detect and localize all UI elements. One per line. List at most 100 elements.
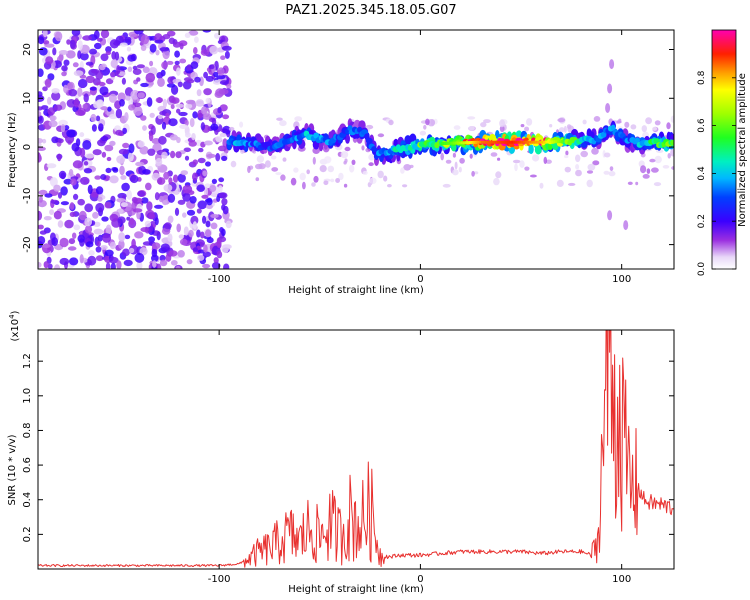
spectrogram-noise-blob [221, 45, 232, 51]
spectrogram-ridge-core [498, 140, 502, 144]
spectrogram-faint-blob [344, 146, 351, 152]
spectrogram-faint-blob [514, 163, 518, 172]
spectrogram-noise-blob [38, 68, 44, 77]
spectrogram-noise-blob [163, 171, 170, 180]
spectrogram-noise-blob [195, 100, 205, 107]
spectrogram-ridge-core [452, 141, 455, 145]
spectrogram-faint-blob [279, 120, 287, 127]
spectrogram-noise-blob [72, 160, 83, 169]
spectrogram-noise-blob [220, 55, 226, 60]
spectrogram-noise-blob [183, 147, 191, 153]
spectrogram-noise-blob [222, 125, 231, 135]
spectrogram-noise-blob [105, 167, 112, 174]
spectrogram-noise-blob [208, 64, 215, 70]
spectrogram-noise-blob [116, 155, 126, 164]
spectrogram-noise-blob [38, 189, 48, 196]
spectrogram-noise-blob [186, 259, 193, 265]
spectrogram-noise-blob [149, 112, 155, 118]
spectrogram-noise-blob [192, 172, 198, 181]
spectrogram-noise-blob [69, 257, 79, 266]
spectrogram-noise-blob [50, 199, 59, 204]
spectrogram-noise-blob [184, 119, 189, 127]
spectrogram-noise-blob [226, 84, 232, 89]
spectrogram-noise-blob [71, 142, 80, 152]
spectrogram-faint-blob [458, 166, 462, 173]
spectrogram-noise-blob [156, 72, 164, 79]
spectrogram-noise-blob [59, 237, 69, 248]
spectrogram-noise-blob [122, 127, 127, 135]
spectrogram-faint-blob [323, 180, 329, 186]
spectrogram-ridge-core [476, 140, 479, 144]
spectrogram-noise-blob [95, 246, 102, 253]
spectrogram-noise-blob [122, 248, 130, 257]
spectrogram-noise-blob [202, 251, 211, 258]
spectrogram-noise-blob [142, 66, 150, 74]
spectrogram-noise-blob [51, 91, 61, 101]
spectrogram-noise-blob [121, 182, 130, 192]
colorbar: 0.0 0.2 0.4 0.6 0.8 Normalized spectral ampl… [697, 29, 748, 276]
spectrogram-noise-blob [77, 234, 85, 243]
snr-frame [37, 329, 675, 570]
spectrogram-ridge-blob [345, 133, 350, 144]
spectrogram-faint-blob [564, 166, 571, 173]
spectrogram-faint-blob [630, 124, 637, 130]
spectrogram-noise-blob [107, 106, 112, 112]
spectrogram-noise-blob [72, 62, 79, 68]
spectrogram-noise-blob [118, 148, 129, 155]
spectrogram-noise-blob [73, 193, 79, 200]
spectrogram-noise-blob [77, 40, 83, 51]
spectrogram-noise-blob [42, 30, 48, 38]
spectrogram-noise-blob [95, 202, 105, 213]
spectrogram-faint-blob [519, 160, 525, 168]
spectrogram-faint-blob [512, 159, 521, 164]
spectrogram-ridge-core [440, 142, 443, 146]
spectrogram-ridge-core [561, 140, 564, 143]
spectrogram-faint-blob [271, 167, 279, 172]
spectrogram-noise-blob [162, 49, 170, 60]
spectrogram-noise-blob [120, 202, 128, 208]
spectrogram-ridge-core [500, 140, 504, 144]
spectrogram-faint-blob [566, 124, 572, 130]
spectrogram-noise-blob [38, 224, 44, 230]
spectrogram-noise-blob [188, 140, 197, 147]
spectrogram-faint-blob [425, 118, 430, 126]
spectrogram-faint-blob [453, 125, 461, 130]
spectrogram-noise-blob [224, 50, 230, 59]
spectrogram-faint-blob [299, 172, 306, 181]
spectrogram-noise-blob [136, 64, 145, 69]
spectrogram-noise-blob [124, 36, 132, 43]
spectrogram-faint-blob [440, 152, 445, 161]
spectrogram-noise-blob [147, 148, 156, 156]
spectrogram-ridge-core [519, 140, 522, 144]
spectrogram-noise-blob [89, 48, 97, 55]
spectrogram-noise-blob [215, 153, 221, 162]
spectrogram-ridge-core [531, 140, 534, 144]
spectrogram-faint-blob [340, 151, 349, 159]
spectrogram-x-axis: -100 0 100 [208, 30, 631, 285]
spectrogram-noise-blob [216, 239, 222, 249]
spectrogram-noise-blob [162, 200, 168, 206]
spectrogram-noise-blob [159, 259, 168, 267]
spectrogram-noise-blob [202, 170, 208, 177]
spectrogram-noise-blob [176, 67, 181, 76]
spectrogram-faint-blob [564, 154, 569, 159]
spectrogram-faint-blob [452, 152, 456, 158]
spectrogram-noise-blob [205, 229, 212, 238]
spectrogram-ytick-label: 10 [22, 92, 33, 105]
spectrogram-noise-blob [109, 213, 119, 222]
spectrogram-noise-blob [145, 72, 156, 83]
spectrogram-ridge-core [460, 141, 463, 145]
spectrogram-faint-blob [343, 183, 348, 188]
spectrogram-noise-blob [115, 108, 123, 119]
spectrogram-streak [609, 59, 615, 70]
spectrogram-noise-blob [139, 145, 149, 155]
spectrogram-faint-blob [368, 153, 376, 161]
spectrogram-noise-blob [39, 230, 47, 235]
spectrogram-noise-blob [211, 118, 217, 126]
spectrogram-noise-blob [197, 254, 205, 261]
spectrogram-noise-blob [161, 121, 167, 130]
spectrogram-noise-blob [101, 151, 107, 158]
spectrogram-ridge-core [442, 142, 445, 145]
spectrogram-noise-blob [184, 32, 191, 38]
spectrogram-faint-blob [423, 124, 427, 130]
